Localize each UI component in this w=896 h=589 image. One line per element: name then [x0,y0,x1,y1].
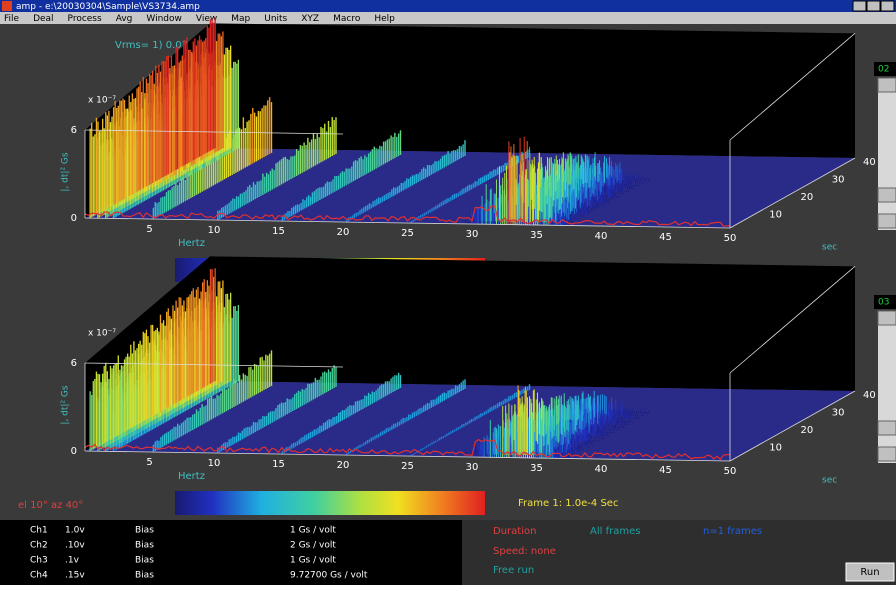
minimize-button[interactable] [853,1,866,11]
x-tick-label: 35 [530,230,543,241]
menu-item[interactable]: Units [264,14,287,24]
x-tick-label: 30 [466,229,479,240]
scroll-up[interactable] [878,311,896,325]
scroll-down[interactable] [878,447,896,461]
x-tick-label: 20 [337,460,350,471]
run-button-label[interactable]: Run [860,567,879,578]
x-tick-label: 40 [595,464,608,475]
channel-cell: .15v [65,571,85,581]
channel-cell: 2 Gs / volt [290,541,336,551]
x-tick-label: 10 [208,225,221,236]
x-tick-label: 5 [146,224,152,235]
x-tick-label: 50 [724,466,737,477]
frame-counter: 02 [878,65,889,75]
y-axis-label: |, dt|² Gs [61,152,71,191]
view-angle: el 10° az 40° [18,500,83,511]
y-exponent: x 10⁻⁷ [88,329,116,339]
maximize-button[interactable] [867,1,880,11]
x-tick-label: 50 [724,233,737,244]
menu-item[interactable]: View [196,14,217,24]
all-frames-option[interactable]: All frames [590,526,640,537]
scroll-thumb[interactable] [878,188,896,202]
menu-bar [0,12,896,24]
z-tick-label: 30 [832,175,845,186]
menu-item[interactable]: Window [146,14,182,24]
x-tick-label: 5 [146,457,152,468]
speed-label[interactable]: Speed: none [493,546,556,557]
x-tick-label: 20 [337,227,350,238]
z-tick-label: 40 [863,390,876,401]
menu-item[interactable]: Deal [33,14,53,24]
x-tick-label: 40 [595,231,608,242]
channel-cell: Ch1 [30,526,48,536]
menu-item[interactable]: File [4,14,20,24]
duration-label[interactable]: Duration [493,526,536,537]
z-tick-label: 30 [832,408,845,419]
frame-label: Frame 1: 1.0e-4 Sec [518,498,618,509]
app-window: amp - e:\20030304\Sample\VS3734.amp File… [0,0,896,585]
channel-cell: Bias [135,526,154,536]
z-axis-label: sec [822,476,837,486]
x-tick-label: 15 [272,226,285,237]
x-tick-label: 25 [401,228,414,239]
z-tick-label: 10 [769,443,782,454]
y-tick-label: 0 [71,213,77,224]
x-tick-label: 15 [272,459,285,470]
menu-item[interactable]: Help [374,14,395,24]
menu-item[interactable]: Macro [333,14,361,24]
channel-cell: Ch2 [30,541,48,551]
x-axis-label: Hertz [178,238,205,249]
channel-cell: 1 Gs / volt [290,526,336,536]
x-axis-label: Hertz [178,471,205,482]
channel-cell: .1v [65,556,80,566]
channel-cell: 9.72700 Gs / volt [290,571,368,581]
menu-item[interactable]: Process [68,14,102,24]
scrollbar[interactable] [878,78,896,230]
menu-item[interactable]: XYZ [301,14,319,24]
channel-cell: 1 Gs / volt [290,556,336,566]
window-title: amp - e:\20030304\Sample\VS3734.amp [16,2,200,12]
y-tick-label: 0 [71,446,77,457]
z-tick-label: 40 [863,157,876,168]
x-tick-label: 35 [530,463,543,474]
close-button[interactable] [881,1,894,11]
scroll-down[interactable] [878,214,896,228]
y-tick-label: 6 [71,125,77,136]
channel-cell: Bias [135,571,154,581]
channel-cell: Ch3 [30,556,48,566]
colorbar [175,491,485,515]
scroll-thumb[interactable] [878,421,896,435]
window-buttons [853,1,894,11]
y-tick-label: 6 [71,358,77,369]
x-tick-label: 25 [401,461,414,472]
z-tick-label: 20 [801,192,814,203]
channel-cell: 1.0v [65,526,85,536]
y-exponent: x 10⁻⁷ [88,96,116,106]
scroll-up[interactable] [878,78,896,92]
z-axis-label: sec [822,243,837,253]
x-tick-label: 30 [466,462,479,473]
channel-cell: Bias [135,556,154,566]
x-tick-label: 45 [659,232,672,243]
z-tick-label: 10 [769,210,782,221]
channel-cell: Ch4 [30,571,48,581]
app-icon [2,1,12,11]
frame-counter: 03 [878,298,889,308]
x-tick-label: 10 [208,458,221,469]
scrollbar[interactable] [878,311,896,463]
y-axis-label: |, dt|² Gs [61,385,71,424]
x-tick-label: 45 [659,465,672,476]
menu-item[interactable]: Map [231,14,250,24]
menu-item[interactable]: Avg [116,14,133,24]
channel-cell: .10v [65,541,85,551]
z-tick-label: 20 [801,425,814,436]
channel-cell: Bias [135,541,154,551]
n-frames-option[interactable]: n=1 frames [703,526,762,537]
free-run-option[interactable]: Free run [493,565,534,576]
